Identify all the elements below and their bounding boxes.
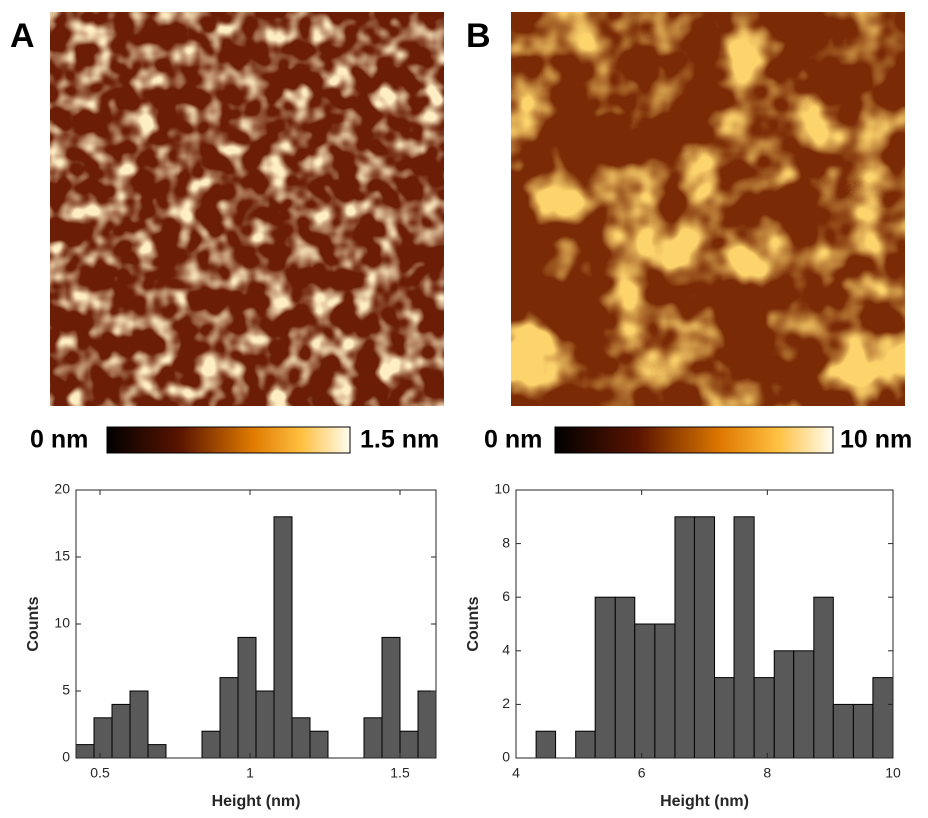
x-tick-label: 1.5 <box>390 765 410 781</box>
axes-box <box>515 489 894 759</box>
bar <box>693 516 716 759</box>
y-axis-label: Counts <box>465 596 482 651</box>
bar <box>614 596 636 759</box>
bar <box>255 690 275 759</box>
bar <box>219 677 239 759</box>
colorbar <box>554 426 834 454</box>
y-tick-label: 6 <box>502 588 510 604</box>
y-tick-label: 0 <box>502 749 510 765</box>
bar <box>129 690 149 759</box>
bar <box>417 690 437 759</box>
panel-label: A <box>10 17 35 55</box>
panel-label: B <box>466 17 491 55</box>
bar <box>381 636 401 759</box>
y-tick-label: 5 <box>62 682 70 698</box>
bar <box>237 636 257 759</box>
x-axis-label: Height (nm) <box>660 793 749 810</box>
afm-texture <box>50 12 444 406</box>
x-tick-label: 1 <box>246 765 254 781</box>
bar <box>75 744 95 759</box>
y-tick-label: 2 <box>502 695 510 711</box>
bar <box>535 730 557 759</box>
bar <box>654 623 676 759</box>
y-tick-label: 15 <box>54 548 70 564</box>
bar <box>575 730 596 759</box>
bar <box>594 596 616 759</box>
bar <box>111 703 131 759</box>
y-axis-label: Counts <box>25 596 42 651</box>
colorbar-min: 0 nm <box>484 426 542 454</box>
x-axis-label: Height (nm) <box>212 793 301 810</box>
bar <box>291 717 311 759</box>
y-tick-label: 0 <box>62 749 70 765</box>
bar <box>852 703 874 759</box>
bar <box>147 744 167 759</box>
bar <box>813 596 834 759</box>
y-tick-label: 10 <box>494 481 510 497</box>
x-tick-label: 10 <box>885 765 901 781</box>
afm-texture <box>511 12 905 406</box>
y-tick-label: 10 <box>54 615 70 631</box>
bar <box>309 730 329 759</box>
bar <box>793 650 815 759</box>
bar <box>93 717 113 759</box>
colorbar <box>106 426 351 454</box>
bar <box>714 677 735 759</box>
y-tick-label: 20 <box>54 481 70 497</box>
bar <box>832 703 854 759</box>
x-tick-label: 6 <box>638 765 646 781</box>
colorbar-min: 0 nm <box>30 426 88 454</box>
x-tick-label: 8 <box>763 765 771 781</box>
bar <box>674 516 695 759</box>
y-tick-label: 4 <box>502 642 510 658</box>
bar <box>753 677 775 759</box>
colorbar-max: 10 nm <box>840 426 912 454</box>
bar <box>363 717 383 759</box>
y-tick-label: 8 <box>502 534 510 550</box>
colorbar-max: 1.5 nm <box>360 426 439 454</box>
bar <box>399 730 419 759</box>
bar <box>733 516 755 759</box>
bar <box>634 623 656 759</box>
bar <box>872 677 894 759</box>
x-tick-label: 0.5 <box>90 765 110 781</box>
bar <box>773 650 795 759</box>
bar <box>201 730 221 759</box>
bar <box>273 516 293 759</box>
x-tick-label: 4 <box>512 765 520 781</box>
